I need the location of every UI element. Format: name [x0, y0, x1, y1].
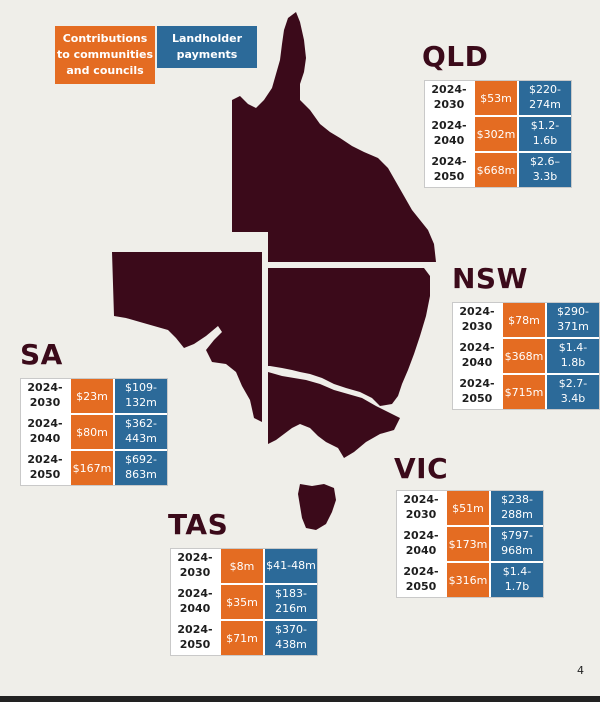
year-cell: 2024-2050	[397, 563, 447, 597]
landholder-cell: $362-443m	[115, 415, 167, 449]
contrib-cell: $302m	[475, 117, 519, 151]
contrib-cell: $715m	[503, 375, 547, 409]
vic-table: 2024-2030 $51m $238-288m 2024-2040 $173m…	[396, 490, 544, 598]
tas-title: TAS	[168, 508, 229, 541]
landholder-cell: $1.4-1.7b	[491, 563, 543, 597]
landholder-cell: $1.4-1.8b	[547, 339, 599, 373]
contrib-cell: $35m	[221, 585, 265, 619]
landholder-cell: $2.7-3.4b	[547, 375, 599, 409]
landholder-cell: $109-132m	[115, 379, 167, 413]
table-row: 2024-2030 $51m $238-288m	[397, 491, 543, 525]
landholder-cell: $370-438m	[265, 621, 317, 655]
year-cell: 2024-2040	[397, 527, 447, 561]
landholder-cell: $183-216m	[265, 585, 317, 619]
contrib-cell: $71m	[221, 621, 265, 655]
year-cell: 2024-2050	[21, 451, 71, 485]
tas-table: 2024-2030 $8m $41-48m 2024-2040 $35m $18…	[170, 548, 318, 656]
contrib-cell: $23m	[71, 379, 115, 413]
contrib-cell: $173m	[447, 527, 491, 561]
map-tas	[298, 484, 336, 530]
page-number: 4	[577, 664, 584, 677]
year-cell: 2024-2030	[453, 303, 503, 337]
contrib-cell: $167m	[71, 451, 115, 485]
table-row: 2024-2030 $78m $290-371m	[453, 303, 599, 337]
contrib-cell: $8m	[221, 549, 265, 583]
sa-title: SA	[20, 338, 63, 371]
year-cell: 2024-2050	[453, 375, 503, 409]
vic-title: VIC	[394, 452, 449, 485]
legend-contributions-label: Contributions to communities and council…	[56, 32, 154, 77]
landholder-cell: $238-288m	[491, 491, 543, 525]
table-row: 2024-2040 $368m $1.4-1.8b	[453, 337, 599, 373]
landholder-cell: $797-968m	[491, 527, 543, 561]
year-cell: 2024-2040	[171, 585, 221, 619]
table-row: 2024-2040 $302m $1.2-1.6b	[425, 115, 571, 151]
map-sa	[112, 252, 262, 422]
landholder-cell: $1.2-1.6b	[519, 117, 571, 151]
year-cell: 2024-2030	[21, 379, 71, 413]
year-cell: 2024-2050	[425, 153, 475, 187]
table-row: 2024-2050 $167m $692-863m	[21, 449, 167, 485]
legend-landholder: Landholder payments	[157, 26, 257, 68]
legend-landholder-label: Landholder payments	[171, 32, 243, 61]
contrib-cell: $53m	[475, 81, 519, 115]
landholder-cell: $41-48m	[265, 549, 317, 583]
landholder-cell: $692-863m	[115, 451, 167, 485]
table-row: 2024-2030 $23m $109-132m	[21, 379, 167, 413]
table-row: 2024-2050 $316m $1.4-1.7b	[397, 561, 543, 597]
nsw-table: 2024-2030 $78m $290-371m 2024-2040 $368m…	[452, 302, 600, 410]
table-row: 2024-2040 $35m $183-216m	[171, 583, 317, 619]
contrib-cell: $316m	[447, 563, 491, 597]
contrib-cell: $80m	[71, 415, 115, 449]
table-row: 2024-2030 $8m $41-48m	[171, 549, 317, 583]
year-cell: 2024-2030	[397, 491, 447, 525]
table-row: 2024-2040 $173m $797-968m	[397, 525, 543, 561]
footer-bar	[0, 696, 600, 702]
year-cell: 2024-2030	[171, 549, 221, 583]
map-qld	[232, 12, 436, 262]
nsw-title: NSW	[452, 262, 528, 295]
year-cell: 2024-2040	[425, 117, 475, 151]
map-nsw	[268, 268, 430, 406]
legend-contributions: Contributions to communities and council…	[55, 26, 155, 84]
year-cell: 2024-2040	[21, 415, 71, 449]
qld-title: QLD	[422, 40, 489, 73]
table-row: 2024-2050 $71m $370-438m	[171, 619, 317, 655]
table-row: 2024-2050 $668m $2.6–3.3b	[425, 151, 571, 187]
table-row: 2024-2040 $80m $362-443m	[21, 413, 167, 449]
contrib-cell: $668m	[475, 153, 519, 187]
table-row: 2024-2030 $53m $220-274m	[425, 81, 571, 115]
year-cell: 2024-2050	[171, 621, 221, 655]
table-row: 2024-2050 $715m $2.7-3.4b	[453, 373, 599, 409]
year-cell: 2024-2030	[425, 81, 475, 115]
contrib-cell: $368m	[503, 339, 547, 373]
contrib-cell: $51m	[447, 491, 491, 525]
landholder-cell: $220-274m	[519, 81, 571, 115]
map-vic	[268, 372, 400, 458]
sa-table: 2024-2030 $23m $109-132m 2024-2040 $80m …	[20, 378, 168, 486]
qld-table: 2024-2030 $53m $220-274m 2024-2040 $302m…	[424, 80, 572, 188]
year-cell: 2024-2040	[453, 339, 503, 373]
landholder-cell: $290-371m	[547, 303, 599, 337]
landholder-cell: $2.6–3.3b	[519, 153, 571, 187]
contrib-cell: $78m	[503, 303, 547, 337]
